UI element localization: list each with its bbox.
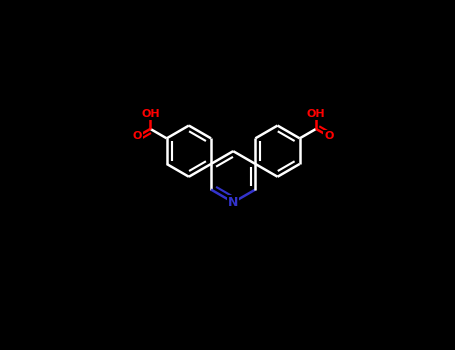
Text: O: O (133, 131, 142, 141)
Text: O: O (324, 131, 334, 141)
Text: OH: OH (307, 109, 325, 119)
Text: N: N (228, 196, 238, 209)
Text: OH: OH (141, 109, 160, 119)
